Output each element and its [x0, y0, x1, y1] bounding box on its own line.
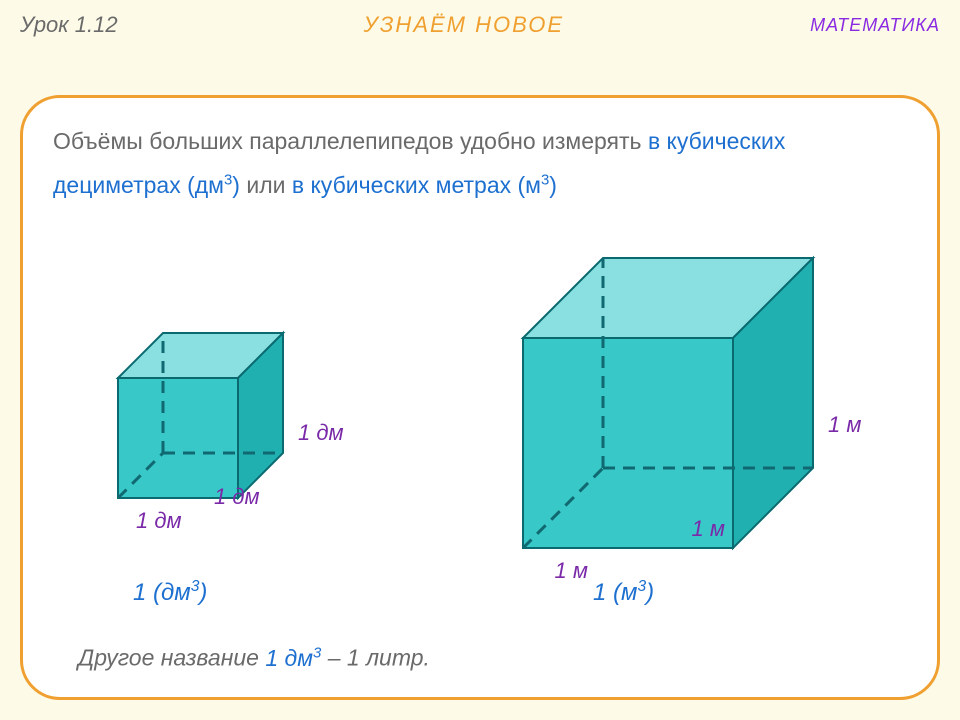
lesson-label: Урок 1.12 [20, 12, 118, 38]
dim-label-width: 1 дм [136, 508, 182, 534]
intro-part2: или [240, 172, 292, 198]
diagram-area: 1 дм 1 дм 1 дм 1 м 1 м 1 м 1 (дм3) 1 (м3) [23, 248, 937, 607]
intro-text: Объёмы больших параллелепипедов удобно и… [53, 120, 907, 207]
page-title: УЗНАЁМ НОВОЕ [364, 12, 564, 38]
dim-label-depth: 1 м [692, 516, 725, 542]
volume-label: 1 (дм3) [133, 578, 207, 607]
footer-note: Другое название 1 дм3 – 1 литр. [78, 644, 430, 672]
cube-wrap: 1 дм 1 дм 1 дм [118, 333, 403, 563]
header: Урок 1.12 УЗНАЁМ НОВОЕ МАТЕМАТИКА [0, 0, 960, 50]
slide: Урок 1.12 УЗНАЁМ НОВОЕ МАТЕМАТИКА Объёмы… [0, 0, 960, 720]
dim-label-height: 1 м [828, 412, 861, 438]
cube-svg [523, 258, 933, 608]
dim-label-width: 1 м [555, 558, 588, 584]
intro-blue2: в кубических метрах (м3) [292, 172, 557, 198]
content-card: Объёмы больших параллелепипедов удобно и… [20, 95, 940, 700]
volume-label: 1 (м3) [593, 578, 654, 607]
dim-label-depth: 1 дм [214, 484, 260, 510]
cube-wrap: 1 м 1 м 1 м [523, 258, 933, 613]
subject-label: МАТЕМАТИКА [810, 15, 940, 36]
intro-part1: Объёмы больших параллелепипедов удобно и… [53, 128, 648, 154]
footer-blue: 1 дм3 [265, 645, 321, 671]
dim-label-height: 1 дм [298, 420, 344, 446]
